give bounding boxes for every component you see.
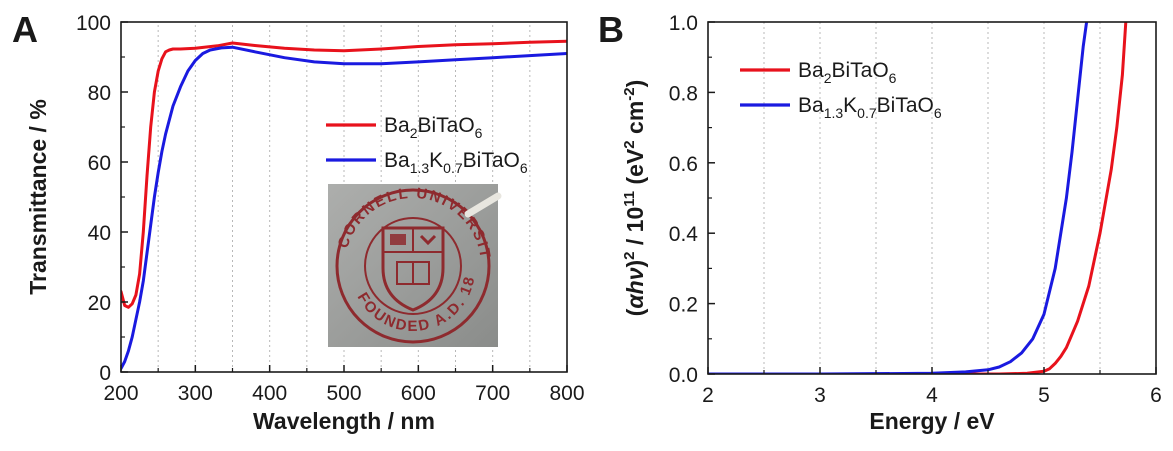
panel-a-x-tick-label: 800: [549, 382, 584, 405]
panel-a-x-tick-label: 300: [178, 382, 213, 405]
panel-a-series: [121, 39, 567, 370]
panel-b-series-line-ba2bitao6: [708, 22, 1128, 374]
panel-a-y-tick-label: 60: [88, 152, 111, 175]
panel-b-series-line-ba13k07bitao6: [708, 22, 1089, 374]
panel-b-letter: B: [598, 9, 624, 50]
panel-b-x-tick-label: 6: [1150, 384, 1162, 407]
panel-b-chart: 2 3 4 5 6 0.0 0.2 0.4 0.6 0.8 1.0 Energy / eV (αhν…: [621, 12, 1162, 434]
panel-a-ticks: 200 300 400 500 600 700 800 0 20 40 60 80 100: [76, 12, 585, 405]
panel-a-y-tick-label: 100: [76, 12, 111, 35]
panel-b-x-tick-label: 3: [814, 384, 826, 407]
panel-b-y-tick-label: 0.0: [669, 364, 698, 387]
seal-shield: [381, 226, 445, 312]
panel-a-legend-label-bak: Ba1.3K0.7BiTaO6: [384, 149, 528, 176]
panel-a-series-line-ba2bitao6: [121, 39, 567, 309]
panel-a-x-tick-label: 200: [103, 382, 138, 405]
panel-a-legend-label-ba2: Ba2BiTaO6: [384, 114, 483, 141]
panel-a-x-tick-label: 400: [252, 382, 287, 405]
seal-crest-left: [390, 234, 406, 245]
seal-inner-ring: [364, 217, 462, 315]
panel-b-legend-label-ba2: Ba2BiTaO6: [798, 59, 897, 86]
panel-a-y-tick-label: 0: [99, 362, 111, 385]
panel-a-letter: A: [12, 9, 38, 50]
panel-b-y-tick-label: 1.0: [669, 12, 698, 35]
panel-a-y-tick-label: 40: [88, 222, 111, 245]
panel-a-y-tick-label: 20: [88, 292, 111, 315]
panel-a-x-axis-title: Wavelength / nm: [253, 408, 435, 434]
panel-b-x-tick-label: 4: [926, 384, 938, 407]
panel-b-legend: Ba2BiTaO6 Ba1.3K0.7BiTaO6: [740, 59, 942, 121]
panel-b-grid: [763, 22, 1101, 374]
panel-a-x-tick-label: 600: [401, 382, 436, 405]
panel-b-y-tick-label: 0.8: [669, 82, 698, 105]
panel-a-y-axis-title: Transmittance / %: [25, 99, 51, 295]
panel-b-y-tick-label: 0.4: [669, 223, 699, 246]
panel-b-x-tick-label: 5: [1038, 384, 1050, 407]
panel-b-x-axis-title: Energy / eV: [869, 408, 995, 434]
panel-a-series-line-ba13k07bitao6: [121, 45, 567, 370]
seal-outer-ring: [335, 188, 491, 344]
panel-a-x-tick-label: 500: [326, 382, 361, 405]
panel-a-y-tick-label: 80: [88, 82, 111, 105]
panel-b-y-axis-title: (αhν)2 / 1011 (eV2 cm-2): [621, 80, 648, 317]
panel-a-chart: CORNELL UNIVERSITY FOUNDED A.D. 1865 200…: [0, 0, 585, 434]
inset-pen: [464, 192, 502, 218]
panel-b-x-tick-label: 2: [702, 384, 714, 407]
panel-a-x-tick-label: 700: [475, 382, 510, 405]
panel-a-legend: Ba2BiTaO6 Ba1.3K0.7BiTaO6: [326, 114, 528, 176]
panel-b-y-tick-label: 0.6: [669, 153, 698, 176]
panel-b-y-tick-label: 0.2: [669, 294, 698, 317]
panel-b-legend-label-bak: Ba1.3K0.7BiTaO6: [798, 94, 942, 121]
panel-b-series: [708, 22, 1128, 374]
seal-crest-right: [419, 234, 437, 246]
panel-b-ticks: 2 3 4 5 6 0.0 0.2 0.4 0.6 0.8 1.0: [669, 12, 1162, 407]
